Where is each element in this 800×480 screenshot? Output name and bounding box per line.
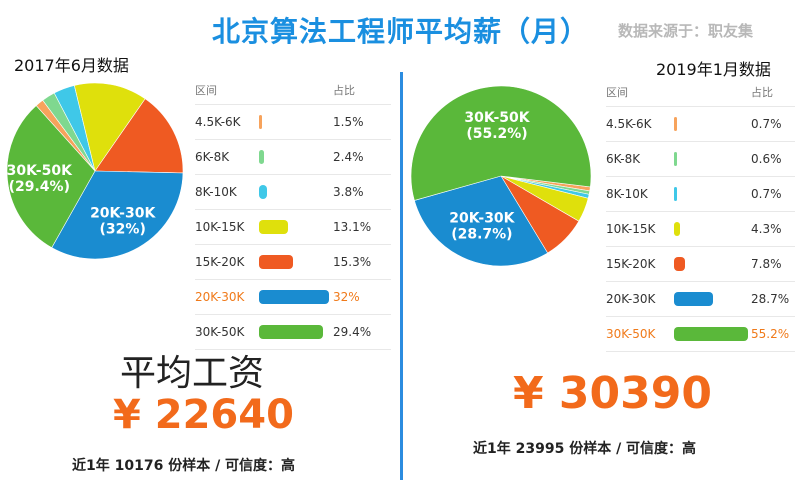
panel-date-label: 2017年6月数据 bbox=[14, 56, 129, 75]
share-bar-30k-50k bbox=[674, 327, 748, 341]
share-value: 32% bbox=[333, 290, 360, 304]
sample-info: 近1年 23995 份样本 / 可信度：高 bbox=[473, 441, 697, 457]
range-label: 15K-20K bbox=[195, 255, 245, 269]
share-bar-6k-8k bbox=[259, 150, 265, 164]
pie-slice-20k-30k bbox=[414, 175, 549, 267]
share-value: 7.8% bbox=[751, 257, 782, 271]
range-label: 20K-30K bbox=[606, 292, 656, 306]
table-row: 30K-50K 55.2% bbox=[606, 317, 795, 352]
table-row: 8K-10K 0.7% bbox=[606, 177, 795, 212]
share-value: 0.6% bbox=[751, 152, 782, 166]
table-row: 15K-20K 15.3% bbox=[195, 245, 391, 280]
table-header: 区间 占比 bbox=[195, 72, 391, 105]
range-label: 6K-8K bbox=[606, 152, 641, 166]
range-label: 15K-20K bbox=[606, 257, 656, 271]
column-header-share: 占比 bbox=[333, 84, 355, 97]
table-row: 10K-15K 13.1% bbox=[195, 210, 391, 245]
range-label: 30K-50K bbox=[195, 325, 245, 339]
share-value: 0.7% bbox=[751, 187, 782, 201]
range-label: 20K-30K bbox=[195, 290, 245, 304]
pie-chart-2019: 30K-50K (55.2%) 20K-30K (28.7%) bbox=[410, 85, 592, 267]
share-value: 0.7% bbox=[751, 117, 782, 131]
pie-slice-10k-15k bbox=[73, 82, 146, 172]
column-header-range: 区间 bbox=[606, 86, 628, 99]
range-label: 8K-10K bbox=[606, 187, 648, 201]
sample-info: 近1年 10176 份样本 / 可信度：高 bbox=[72, 458, 296, 474]
share-bar-8k-10k bbox=[674, 187, 677, 201]
table-row: 15K-20K 7.8% bbox=[606, 247, 795, 282]
pie-label-30k-50k: 30K-50K (29.4%) bbox=[7, 163, 73, 195]
column-header-range: 区间 bbox=[195, 84, 217, 97]
pie-slice-20k-30k bbox=[51, 170, 184, 260]
share-value: 55.2% bbox=[751, 327, 790, 341]
panel-2017: 2017年6月数据 20K-30K (32%) 30K-50K (29.4%) 区间 占… bbox=[0, 0, 398, 480]
pie-label-20k-30k: 20K-30K (28.7%) bbox=[449, 210, 515, 242]
share-bar-20k-30k bbox=[259, 290, 329, 304]
column-header-share: 占比 bbox=[751, 86, 773, 99]
table-row: 20K-30K 28.7% bbox=[606, 282, 795, 317]
share-value: 15.3% bbox=[333, 255, 372, 269]
share-bar-20k-30k bbox=[674, 292, 713, 306]
distribution-table-2019: 区间 占比 4.5K-6K 0.7% 6K-8K 0.6% 8K-10K 0.7% 10K-15… bbox=[606, 74, 795, 352]
pie-chart-2017: 20K-30K (32%) 30K-50K (29.4%) bbox=[6, 82, 184, 260]
share-bar-4-5k-6k bbox=[259, 115, 263, 129]
average-salary-label: 平均工资 bbox=[120, 353, 265, 394]
table-row: 8K-10K 3.8% bbox=[195, 175, 391, 210]
share-bar-6k-8k bbox=[674, 152, 677, 166]
range-label: 10K-15K bbox=[195, 220, 245, 234]
title-row: 北京算法工程师平均薪（月） 数据来源于：职友集 bbox=[0, 6, 800, 48]
table-row: 6K-8K 2.4% bbox=[195, 140, 391, 175]
pie-label-20k-30k: 20K-30K (32%) bbox=[90, 206, 156, 238]
table-row: 4.5K-6K 0.7% bbox=[606, 107, 795, 142]
share-bar-15k-20k bbox=[259, 255, 293, 269]
share-bar-15k-20k bbox=[674, 257, 685, 271]
share-bar-10k-15k bbox=[674, 222, 680, 236]
share-value: 2.4% bbox=[333, 150, 364, 164]
pie-slice-30k-50k bbox=[6, 105, 96, 249]
table-row: 30K-50K 29.4% bbox=[195, 315, 391, 350]
share-value: 3.8% bbox=[333, 185, 364, 199]
share-bar-10k-15k bbox=[259, 220, 288, 234]
data-source-label: 数据来源于：职友集 bbox=[618, 22, 754, 40]
pie-slice-30k-50k bbox=[410, 85, 592, 201]
share-value: 13.1% bbox=[333, 220, 372, 234]
table-row: 4.5K-6K 1.5% bbox=[195, 105, 391, 140]
range-label: 4.5K-6K bbox=[195, 115, 241, 129]
panel-divider bbox=[400, 72, 403, 480]
pie-label-30k-50k: 30K-50K (55.2%) bbox=[464, 110, 530, 142]
table-row: 10K-15K 4.3% bbox=[606, 212, 795, 247]
range-label: 6K-8K bbox=[195, 150, 230, 164]
distribution-table-2017: 区间 占比 4.5K-6K 1.5% 6K-8K 2.4% 8K-10K 3.8% 10K-15… bbox=[195, 72, 391, 350]
table-row: 6K-8K 0.6% bbox=[606, 142, 795, 177]
share-bar-4-5k-6k bbox=[674, 117, 677, 131]
table-header: 区间 占比 bbox=[606, 74, 795, 107]
share-bar-30k-50k bbox=[259, 325, 324, 339]
share-value: 29.4% bbox=[333, 325, 372, 339]
panel-2019: 2019年1月数据 30K-50K (55.2%) 20K-30K (28.7%) 区… bbox=[403, 0, 800, 480]
panel-date-label: 2019年1月数据 bbox=[656, 60, 771, 79]
range-label: 10K-15K bbox=[606, 222, 656, 236]
page-title: 北京算法工程师平均薪（月） bbox=[212, 15, 590, 48]
share-value: 28.7% bbox=[751, 292, 790, 306]
table-row: 20K-30K 32% bbox=[195, 280, 391, 315]
average-salary-value: ¥ 30390 bbox=[513, 368, 713, 419]
share-value: 4.3% bbox=[751, 222, 782, 236]
range-label: 8K-10K bbox=[195, 185, 237, 199]
range-label: 4.5K-6K bbox=[606, 117, 652, 131]
pie-slice-15k-20k bbox=[94, 98, 184, 174]
average-salary-value: ¥ 22640 bbox=[113, 392, 294, 438]
share-bar-8k-10k bbox=[259, 185, 268, 199]
share-value: 1.5% bbox=[333, 115, 364, 129]
range-label: 30K-50K bbox=[606, 327, 656, 341]
